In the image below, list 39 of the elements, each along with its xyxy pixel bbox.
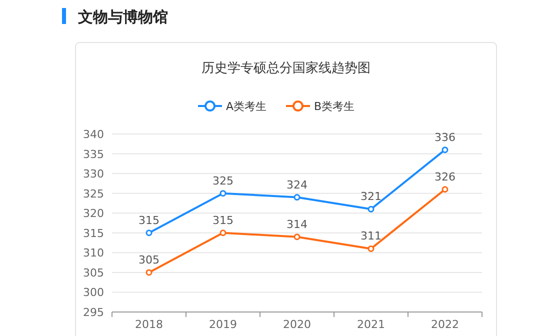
point	[220, 190, 226, 197]
y-tick-label: 340	[83, 128, 104, 141]
data-label: 314	[286, 218, 308, 231]
x-tick-label: 2018	[135, 318, 163, 331]
point	[294, 194, 300, 201]
y-tick-label: 310	[83, 246, 104, 260]
legend-label: B类考生	[314, 100, 355, 113]
point	[294, 234, 300, 240]
text: 文物与博物馆	[77, 8, 168, 26]
x-tick-label: 2022	[431, 318, 459, 331]
y-tick-label: 330	[83, 168, 104, 181]
data-label: 311	[360, 230, 382, 243]
legend-label: A类考生	[226, 100, 267, 113]
data-label: 336	[434, 130, 456, 144]
data-label: 324	[286, 178, 308, 192]
data-label: 315	[138, 214, 160, 227]
point	[442, 146, 448, 154]
y-tick-label: 305	[83, 266, 104, 280]
data-label: 321	[360, 190, 382, 204]
point	[368, 206, 374, 212]
y-tick-label: 295	[83, 306, 104, 319]
y-tick-label: 335	[83, 148, 104, 161]
x-tick-label: 2020	[283, 318, 311, 331]
data-label: 326	[434, 170, 456, 184]
data-label: 305	[138, 253, 160, 266]
chart-title: 历史学专硕总分国家线趋势图	[202, 60, 370, 76]
x-tick-label: 2019	[209, 318, 237, 331]
point	[146, 269, 152, 276]
y-tick-label: 315	[83, 226, 104, 240]
x-tick-label: 2021	[357, 318, 385, 331]
point	[146, 230, 152, 236]
point	[220, 230, 226, 236]
point	[368, 245, 374, 252]
data-label: 325	[212, 174, 234, 188]
data-label: 315	[212, 214, 234, 227]
y-tick-label: 320	[83, 207, 104, 220]
y-tick-label: 300	[83, 286, 104, 300]
point	[442, 186, 448, 193]
y-tick-label: 325	[83, 187, 104, 200]
